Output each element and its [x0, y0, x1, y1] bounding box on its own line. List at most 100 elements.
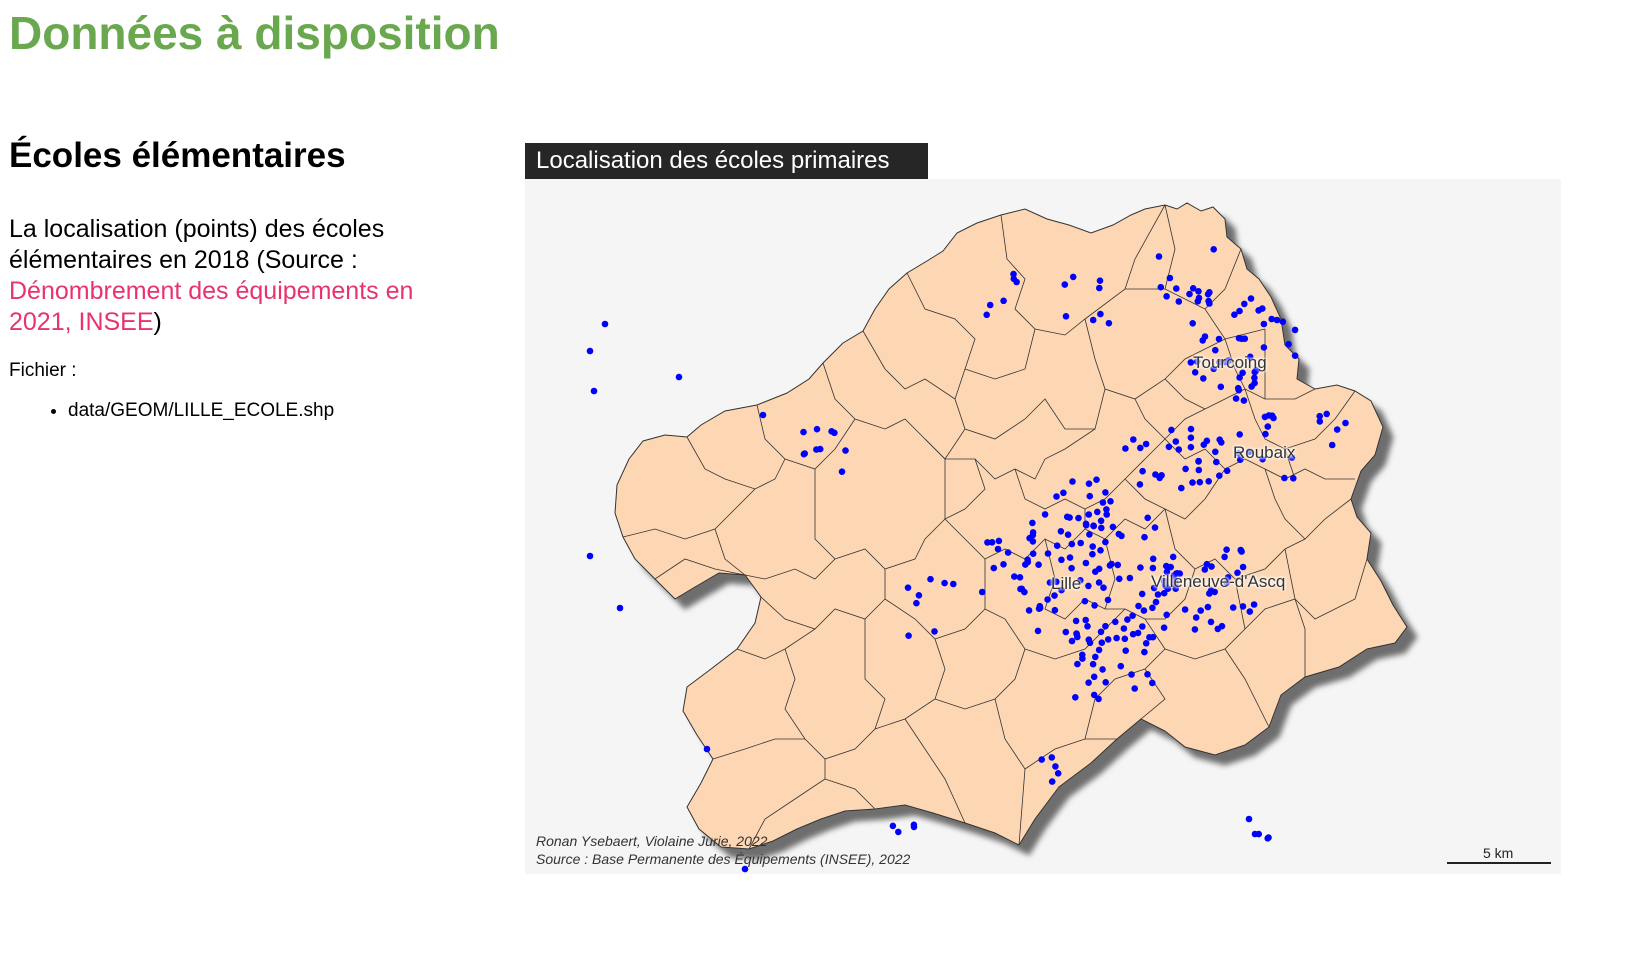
school-point: [1035, 561, 1042, 568]
school-point: [1098, 524, 1105, 532]
school-point: [1102, 679, 1109, 686]
school-point: [1154, 591, 1162, 598]
school-point: [1212, 346, 1219, 354]
school-point: [1281, 474, 1288, 482]
school-point: [1129, 612, 1136, 619]
school-point: [1139, 623, 1146, 630]
territory: [614, 202, 1408, 850]
school-point: [1122, 445, 1129, 452]
school-point: [586, 347, 594, 355]
school-point: [1241, 300, 1248, 308]
school-point: [983, 311, 990, 319]
school-point: [1156, 474, 1163, 482]
school-point: [1084, 623, 1091, 630]
school-point: [1141, 533, 1148, 541]
school-point: [1018, 585, 1026, 593]
school-point: [1189, 479, 1196, 486]
school-point: [1290, 475, 1297, 482]
school-point: [1194, 298, 1202, 305]
school-point: [1160, 624, 1168, 631]
school-point: [1163, 293, 1170, 300]
school-point: [1201, 333, 1209, 340]
school-point: [1193, 358, 1201, 365]
city-label-villeneuve-dascq: Villeneuve-d'Ascq: [1151, 572, 1286, 591]
school-point: [931, 628, 938, 635]
school-point: [1234, 384, 1242, 392]
school-point: [1141, 648, 1148, 656]
school-point: [1120, 625, 1128, 632]
school-point: [1140, 607, 1148, 614]
school-point: [1182, 465, 1189, 473]
school-point: [1103, 506, 1110, 513]
school-point: [1149, 604, 1156, 612]
school-point: [913, 599, 920, 607]
school-point: [1291, 326, 1299, 334]
school-point: [1191, 369, 1199, 376]
school-point: [1181, 606, 1189, 613]
school-point: [800, 450, 808, 458]
school-point: [1253, 367, 1260, 374]
school-point: [1131, 685, 1138, 692]
school-point: [1062, 313, 1070, 320]
school-point: [1112, 618, 1119, 626]
school-point: [984, 539, 991, 546]
school-point: [1096, 277, 1104, 284]
school-point: [1205, 297, 1212, 305]
school-point: [616, 604, 624, 612]
school-point: [1089, 550, 1096, 558]
school-point: [1000, 297, 1007, 305]
school-point: [988, 539, 996, 546]
school-point: [1029, 550, 1037, 557]
school-point: [816, 445, 824, 453]
school-point: [1086, 531, 1093, 538]
school-point: [1091, 602, 1098, 609]
school-point: [1092, 653, 1099, 661]
school-point: [978, 588, 986, 596]
school-point: [1126, 574, 1134, 582]
school-point: [1173, 285, 1180, 292]
school-point: [838, 468, 846, 476]
school-point: [759, 411, 767, 419]
school-point: [1013, 278, 1020, 286]
school-point: [1164, 585, 1172, 592]
school-point: [1073, 630, 1080, 637]
school-point: [1069, 273, 1077, 281]
school-point: [1082, 559, 1090, 567]
school-point: [1246, 353, 1254, 361]
school-point: [1197, 607, 1204, 614]
school-point: [1034, 627, 1042, 635]
school-point: [1075, 514, 1082, 522]
school-point: [1142, 640, 1150, 647]
school-point: [1238, 335, 1246, 343]
school-point: [1064, 531, 1072, 538]
school-point: [1223, 467, 1231, 475]
school-point: [1279, 318, 1287, 325]
school-point: [1239, 563, 1247, 571]
school-point: [741, 865, 749, 873]
school-point: [1205, 478, 1212, 485]
school-point: [904, 584, 912, 591]
school-point: [910, 821, 918, 829]
school-point: [1046, 579, 1054, 586]
school-point: [1200, 375, 1207, 382]
map-title: Localisation des écoles primaires: [525, 143, 928, 179]
file-item: data/GEOM/LILLE_ECOLE.shp: [68, 400, 334, 422]
map-panel: Tourcoing Roubaix Lille Villeneuve-d'Asc…: [525, 179, 1561, 874]
school-point: [1081, 597, 1089, 605]
school-point: [1239, 369, 1246, 377]
school-point: [1262, 430, 1269, 438]
school-point: [1097, 517, 1105, 525]
school-point: [915, 592, 923, 599]
school-point: [1245, 448, 1253, 456]
school-point: [941, 579, 948, 587]
map-credit-authors: Ronan Ysebaert, Violaine Jurie, 2022: [536, 833, 768, 849]
school-point: [1163, 611, 1170, 619]
school-point: [1268, 315, 1275, 323]
school-point: [1175, 446, 1183, 453]
school-point: [1250, 601, 1258, 608]
school-point: [1167, 563, 1174, 571]
school-point: [1178, 484, 1185, 492]
school-point: [1195, 288, 1202, 295]
source-link[interactable]: Dénombrement des équipements en 2021, IN…: [9, 277, 414, 336]
school-point: [842, 447, 849, 454]
